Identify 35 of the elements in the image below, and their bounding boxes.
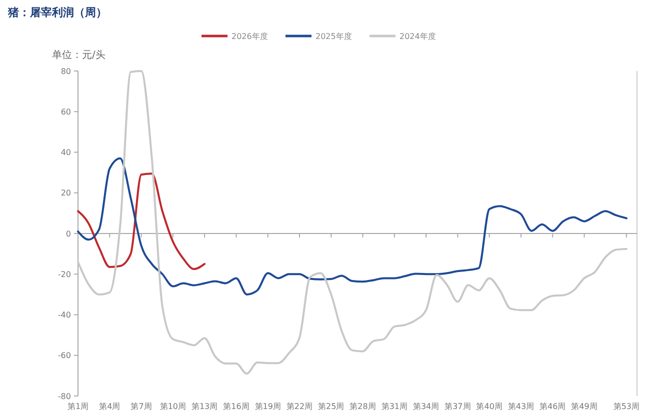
y-axis-title: 单位：元/头 [52,49,106,61]
x-tick-label: 第22周 [286,402,313,411]
x-tick-label: 第4周 [99,402,120,411]
y-tick-label: 60 [60,107,71,116]
x-tick-label: 第10周 [160,402,186,411]
x-tick-label: 第31周 [381,402,408,411]
y-tick-label: 40 [60,148,71,158]
x-tick-label: 第7周 [130,402,152,411]
legend-label: 2026年度 [232,32,268,41]
line-series [77,157,628,296]
x-tick-label: 第1周 [67,402,89,411]
x-tick-label: 第34周 [412,402,440,411]
y-tick-label: 20 [60,188,71,198]
x-tick-label: 第49周 [571,402,598,411]
legend-label: 2025年度 [316,32,352,41]
chart-title: 猪：屠宰利润（周） [7,6,107,19]
x-tick-label: 第43周 [508,402,534,411]
x-tick-label: 第53周 [613,402,640,411]
x-tick-label: 第28周 [350,402,376,411]
y-tick-label: -20 [58,270,71,279]
y-tick-label: 0 [66,229,71,238]
x-tick-label: 第16周 [223,402,250,411]
x-tick-label: 第13周 [191,402,218,411]
line-series [77,172,206,270]
y-tick-label: -60 [58,351,71,360]
y-tick-label: -40 [58,310,71,320]
line-series [77,70,628,375]
x-tick-label: 第46周 [540,402,566,411]
x-tick-label: 第25周 [318,402,344,411]
x-tick-label: 第37周 [444,402,471,411]
x-tick-label: 第19周 [254,402,281,411]
y-tick-label: 80 [60,66,71,76]
legend-label: 2024年度 [400,32,436,41]
y-tick-label: -80 [58,392,71,401]
x-tick-label: 第40周 [476,402,502,411]
